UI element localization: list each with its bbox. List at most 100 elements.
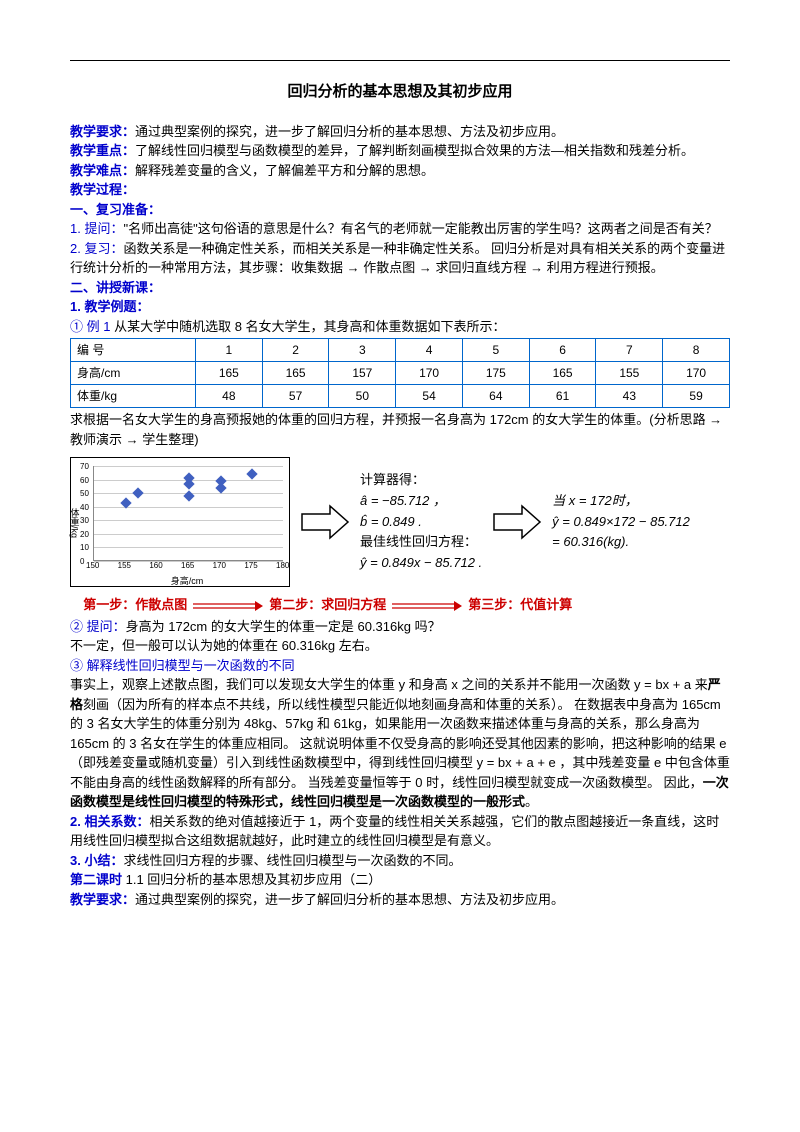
bq2-ans: 不一定，但一般可以认为她的体重在 60.316kg 左右。: [70, 636, 730, 656]
diff-text: 解释残差变量的含义，了解偏差平方和分解的思想。: [135, 163, 434, 178]
h7: 155: [596, 362, 663, 385]
arrow-icon-2: [492, 502, 542, 542]
req-text: 通过典型案例的探究，进一步了解回归分析的基本思想、方法及初步应用。: [135, 124, 564, 139]
ex1-label: ① 例 1: [70, 319, 110, 334]
sub1-label: 1. 教学例题：: [70, 297, 730, 317]
chart-plot-area: 010203040506070150155160165170175180: [93, 466, 283, 561]
step3: 第三步：代值计算: [468, 595, 572, 615]
calc-l2: â = −85.712 ，: [360, 491, 482, 512]
h2: 165: [262, 362, 329, 385]
chart-y-title: 体重/kg: [67, 508, 81, 538]
q2-t3: 求回归直线方程: [436, 260, 527, 275]
calc-l3: b̂ = 0.849 .: [360, 512, 482, 533]
key-line: 教学重点：了解线性回归模型与函数模型的差异，了解判断刻画模型拟合效果的方法—相关…: [70, 141, 730, 161]
bq3-label: ③ 解释线性回归模型与一次函数的不同: [70, 656, 730, 676]
wl: 体重/kg: [71, 385, 196, 408]
proc-label: 教学过程：: [70, 180, 730, 200]
q2-label: 2. 复习：: [70, 241, 123, 256]
sec2-label: 二、讲授新课：: [70, 278, 730, 298]
p3-label: 3. 小结：: [70, 853, 123, 868]
w8: 59: [663, 385, 730, 408]
h3: 157: [329, 362, 396, 385]
req-label: 教学要求：: [70, 124, 135, 139]
w1: 48: [195, 385, 262, 408]
bq2-line: ② 提问：身高为 172cm 的女大学生的体重一定是 60.316kg 吗？: [70, 617, 730, 637]
chart-row: 体重/kg 0102030405060701501551601651701751…: [70, 457, 730, 587]
th-1: 1: [195, 339, 262, 362]
sec1-label: 一、复习准备：: [70, 200, 730, 220]
p1: 事实上，观察上述散点图，我们可以发现女大学生的体重 y 和身高 x 之间的关系并…: [70, 675, 730, 812]
arrow-1: →: [347, 260, 360, 275]
q1-text: "名师出高徒"这句俗语的意思是什么？有名气的老师就一定能教出厉害的学生吗？这两者…: [123, 221, 717, 236]
h1: 165: [195, 362, 262, 385]
calc-r2: ŷ = 0.849×172 − 85.712: [552, 512, 690, 533]
hl: 身高/cm: [71, 362, 196, 385]
p1a: 事实上，观察上述散点图，我们可以发现女大学生的体重 y 和身高 x 之间的关系并…: [70, 677, 708, 692]
w3: 50: [329, 385, 396, 408]
calc-l4: 最佳线性回归方程：: [360, 532, 482, 553]
step-line: 第一步：作散点图 第二步：求回归方程 第三步：代值计算: [70, 595, 730, 615]
calc-r3: = 60.316(kg).: [552, 532, 690, 553]
q2-t4: 利用方程进行预报。: [547, 260, 664, 275]
step-arrow-icon-1: [193, 595, 263, 615]
key-text: 了解线性回归模型与函数模型的差异，了解判断刻画模型拟合效果的方法—相关指数和残差…: [135, 143, 694, 158]
p5-label: 教学要求：: [70, 892, 135, 907]
p2-label: 2. 相关系数：: [70, 814, 149, 829]
w5: 64: [462, 385, 529, 408]
p2-line: 2. 相关系数：相关系数的绝对值越接近于 1，两个变量的线性相关关系越强，它们的…: [70, 812, 730, 851]
chart-x-title: 身高/cm: [93, 575, 281, 589]
th-2: 2: [262, 339, 329, 362]
p1b: 刻画（因为所有的样本点不共线，所以线性模型只能近似地刻画身高和体重的关系）。 在…: [70, 697, 730, 790]
bq2: 身高为 172cm 的女大学生的体重一定是 60.316kg 吗？: [126, 619, 441, 634]
calc-l5: ŷ = 0.849x − 85.712 .: [360, 553, 482, 574]
arrow-3: →: [530, 260, 543, 275]
table-row-height: 身高/cm 165 165 157 170 175 165 155 170: [71, 362, 730, 385]
th-0: 编 号: [71, 339, 196, 362]
arrow-icon-1: [300, 502, 350, 542]
q2-t2: 作散点图: [363, 260, 415, 275]
diff-line: 教学难点：解释残差变量的含义，了解偏差平方和分解的思想。: [70, 161, 730, 181]
h5: 175: [462, 362, 529, 385]
th-5: 5: [462, 339, 529, 362]
req-line: 教学要求：通过典型案例的探究，进一步了解回归分析的基本思想、方法及初步应用。: [70, 122, 730, 142]
arrow-2: →: [419, 260, 432, 275]
p4: 1.1 回归分析的基本思想及其初步应用（二）: [122, 872, 381, 887]
diff-label: 教学难点：: [70, 163, 135, 178]
q1-label: 1. 提问：: [70, 221, 123, 236]
q1-line: 1. 提问："名师出高徒"这句俗语的意思是什么？有名气的老师就一定能教出厉害的学…: [70, 219, 730, 239]
h6: 165: [529, 362, 596, 385]
ex1-text: 从某大学中随机选取 8 名女大学生，其身高和体重数据如下表所示：: [110, 319, 505, 334]
step1: 第一步：作散点图: [83, 595, 187, 615]
q2-line: 2. 复习：函数关系是一种确定性关系，而相关关系是一种非确定性关系。 回归分析是…: [70, 239, 730, 278]
h4: 170: [396, 362, 463, 385]
w2: 57: [262, 385, 329, 408]
calc-block-2: 当 x = 172时， ŷ = 0.849×172 − 85.712 = 60.…: [552, 491, 690, 553]
th-6: 6: [529, 339, 596, 362]
p3-line: 3. 小结：求线性回归方程的步骤、线性回归模型与一次函数的不同。: [70, 851, 730, 871]
after-table: 求根据一名女大学生的身高预报她的体重的回归方程，并预报一名身高为 172cm 的…: [70, 410, 730, 449]
ex1-line: ① 例 1 从某大学中随机选取 8 名女大学生，其身高和体重数据如下表所示：: [70, 317, 730, 337]
p5: 通过典型案例的探究，进一步了解回归分析的基本思想、方法及初步应用。: [135, 892, 564, 907]
th-8: 8: [663, 339, 730, 362]
table-row-weight: 体重/kg 48 57 50 54 64 61 43 59: [71, 385, 730, 408]
p4-label: 第二课时: [70, 872, 122, 887]
th-7: 7: [596, 339, 663, 362]
p5-line: 教学要求：通过典型案例的探究，进一步了解回归分析的基本思想、方法及初步应用。: [70, 890, 730, 910]
bq2-label: ② 提问：: [70, 619, 126, 634]
scatter-chart: 体重/kg 0102030405060701501551601651701751…: [70, 457, 290, 587]
calc-r1: 当 x = 172时，: [552, 491, 690, 512]
p1-end: 。: [525, 794, 538, 809]
top-rule: [70, 60, 730, 61]
page-title: 回归分析的基本思想及其初步应用: [70, 81, 730, 104]
calc-l1: 计算器得：: [360, 470, 482, 491]
p3: 求线性回归方程的步骤、线性回归模型与一次函数的不同。: [123, 853, 461, 868]
p4-line: 第二课时 1.1 回归分析的基本思想及其初步应用（二）: [70, 870, 730, 890]
w7: 43: [596, 385, 663, 408]
th-4: 4: [396, 339, 463, 362]
step-arrow-icon-2: [392, 595, 462, 615]
w6: 61: [529, 385, 596, 408]
w4: 54: [396, 385, 463, 408]
h8: 170: [663, 362, 730, 385]
p2: 相关系数的绝对值越接近于 1，两个变量的线性相关关系越强，它们的散点图越接近一条…: [70, 814, 719, 849]
key-label: 教学重点：: [70, 143, 135, 158]
